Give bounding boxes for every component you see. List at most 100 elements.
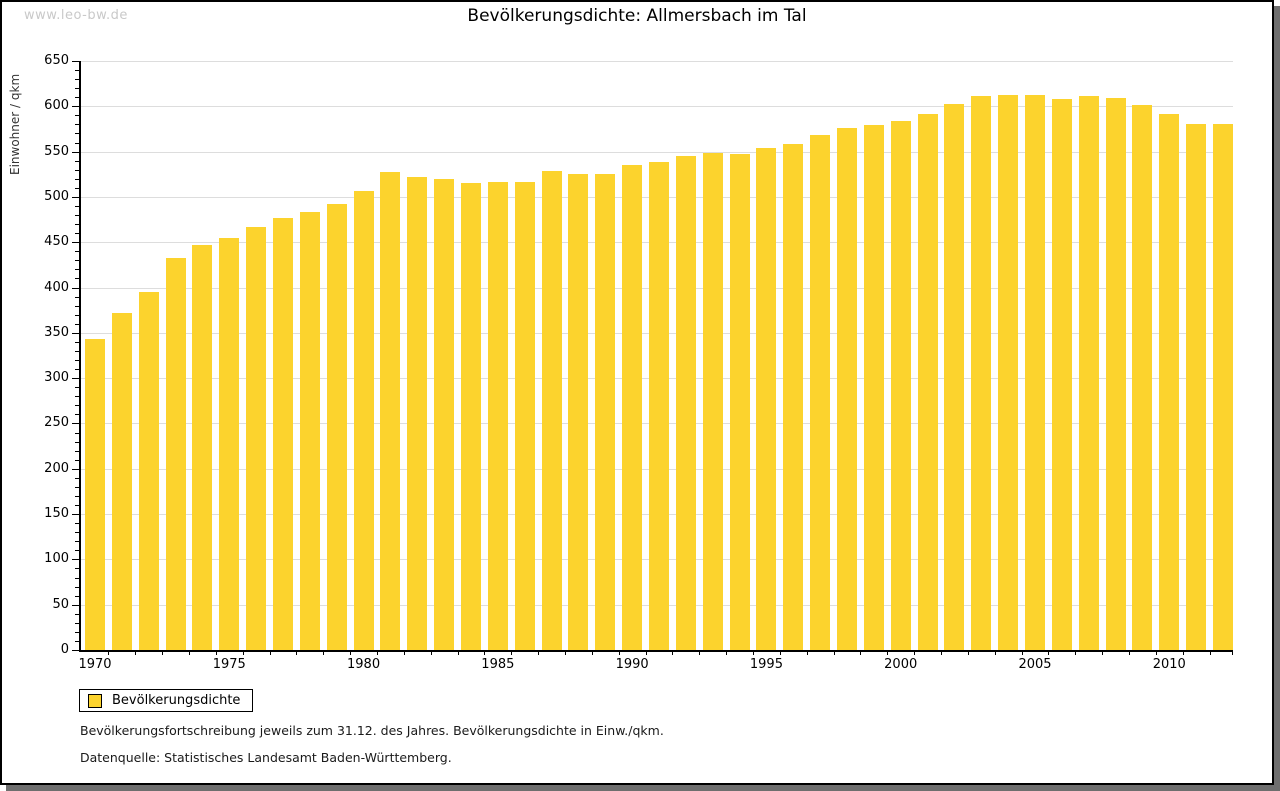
y-minor-tick-20 xyxy=(75,631,79,633)
bar-1979 xyxy=(326,204,347,650)
x-tick-label-2005: 2005 xyxy=(1018,657,1052,672)
x-tick-1 xyxy=(108,650,110,655)
x-tick-23 xyxy=(699,650,701,655)
y-major-tick-450 xyxy=(72,242,79,244)
bar-2009 xyxy=(1132,105,1153,650)
y-tick-label-150: 150 xyxy=(44,506,69,522)
x-tick-33 xyxy=(967,650,969,655)
y-major-tick-300 xyxy=(72,378,79,380)
y-axis xyxy=(79,61,81,652)
y-minor-tick-460 xyxy=(75,233,79,235)
y-minor-tick-430 xyxy=(75,260,79,262)
x-tick-16 xyxy=(511,650,513,655)
x-tick-37 xyxy=(1075,650,1077,655)
x-tick-label-1970: 1970 xyxy=(78,657,112,672)
bar-1991 xyxy=(649,162,669,650)
bar-1972 xyxy=(138,292,159,650)
bar-2005 xyxy=(1025,95,1045,650)
y-minor-tick-530 xyxy=(75,169,79,171)
y-minor-tick-310 xyxy=(75,369,79,371)
x-tick-21 xyxy=(645,650,647,655)
y-major-tick-650 xyxy=(72,61,79,62)
x-tick-39 xyxy=(1129,650,1130,655)
y-tick-label-0: 0 xyxy=(60,642,69,657)
x-tick-41 xyxy=(1182,650,1184,655)
x-tick-40 xyxy=(1155,650,1157,655)
bar-1978 xyxy=(299,212,320,650)
x-tick-5 xyxy=(215,650,217,655)
x-tick-7 xyxy=(269,650,271,655)
x-tick-19 xyxy=(591,650,593,655)
y-minor-tick-290 xyxy=(75,387,79,389)
x-tick-label-1995: 1995 xyxy=(749,657,783,672)
y-minor-tick-280 xyxy=(75,396,79,398)
y-minor-tick-390 xyxy=(75,296,79,298)
y-tick-label-550: 550 xyxy=(44,143,69,159)
bar-2010 xyxy=(1159,114,1180,650)
x-tick-label-1980: 1980 xyxy=(347,657,381,672)
bar-1973 xyxy=(165,258,186,650)
x-tick-35 xyxy=(1021,650,1023,655)
x-tick-6 xyxy=(242,650,244,655)
y-minor-tick-160 xyxy=(75,505,79,506)
bar-2008 xyxy=(1105,98,1126,650)
y-minor-tick-410 xyxy=(75,278,79,280)
bar-1988 xyxy=(568,174,589,650)
y-minor-tick-110 xyxy=(75,550,79,552)
y-minor-tick-190 xyxy=(75,477,79,479)
y-minor-tick-70 xyxy=(75,586,79,588)
footnote-source: Datenquelle: Statistisches Landesamt Bad… xyxy=(80,750,452,765)
y-tick-label-200: 200 xyxy=(44,460,69,476)
bar-1970 xyxy=(85,339,105,650)
y-minor-tick-80 xyxy=(75,577,79,579)
y-tick-label-350: 350 xyxy=(44,324,69,340)
y-major-tick-150 xyxy=(72,514,79,516)
x-tick-20 xyxy=(618,650,620,655)
x-tick-43 xyxy=(1232,650,1233,655)
y-minor-tick-490 xyxy=(75,205,79,207)
bar-1983 xyxy=(434,179,455,650)
y-minor-tick-320 xyxy=(75,360,79,362)
y-minor-tick-620 xyxy=(75,88,79,90)
x-tick-18 xyxy=(565,650,566,655)
bar-1987 xyxy=(541,171,562,650)
bar-2012 xyxy=(1213,124,1233,650)
y-minor-tick-340 xyxy=(75,341,79,343)
y-minor-tick-180 xyxy=(75,486,79,488)
y-minor-tick-120 xyxy=(75,541,79,543)
x-tick-11 xyxy=(377,650,378,655)
y-minor-tick-90 xyxy=(75,568,79,570)
bar-1996 xyxy=(783,144,804,650)
bar-1974 xyxy=(192,245,213,650)
y-tick-label-650: 650 xyxy=(44,53,69,68)
bar-1985 xyxy=(487,182,508,650)
bar-1995 xyxy=(756,148,777,650)
y-major-tick-350 xyxy=(72,332,79,334)
y-minor-tick-240 xyxy=(75,432,79,434)
x-tick-24 xyxy=(726,650,728,655)
x-tick-8 xyxy=(296,650,298,655)
x-tick-31 xyxy=(914,650,916,655)
y-major-tick-250 xyxy=(72,423,79,425)
y-tick-label-50: 50 xyxy=(52,596,69,612)
y-minor-tick-610 xyxy=(75,97,79,99)
y-minor-tick-540 xyxy=(75,160,79,162)
x-tick-42 xyxy=(1209,650,1211,655)
gridline-600 xyxy=(79,106,1233,108)
y-tick-label-600: 600 xyxy=(44,98,69,114)
x-tick-29 xyxy=(860,650,862,655)
bar-1981 xyxy=(380,172,401,650)
y-minor-tick-560 xyxy=(75,142,79,144)
watermark: www.leo-bw.de xyxy=(24,8,128,23)
x-tick-25 xyxy=(753,650,754,655)
y-minor-tick-220 xyxy=(75,450,79,452)
x-tick-label-2010: 2010 xyxy=(1152,657,1186,672)
legend-label: Bevölkerungsdichte xyxy=(112,693,241,708)
x-tick-4 xyxy=(189,650,190,655)
y-axis-label: Einwohner / qkm xyxy=(8,73,22,175)
x-tick-label-1985: 1985 xyxy=(481,657,515,672)
y-minor-tick-360 xyxy=(75,323,79,325)
bar-1994 xyxy=(729,154,750,650)
y-minor-tick-480 xyxy=(75,215,79,217)
